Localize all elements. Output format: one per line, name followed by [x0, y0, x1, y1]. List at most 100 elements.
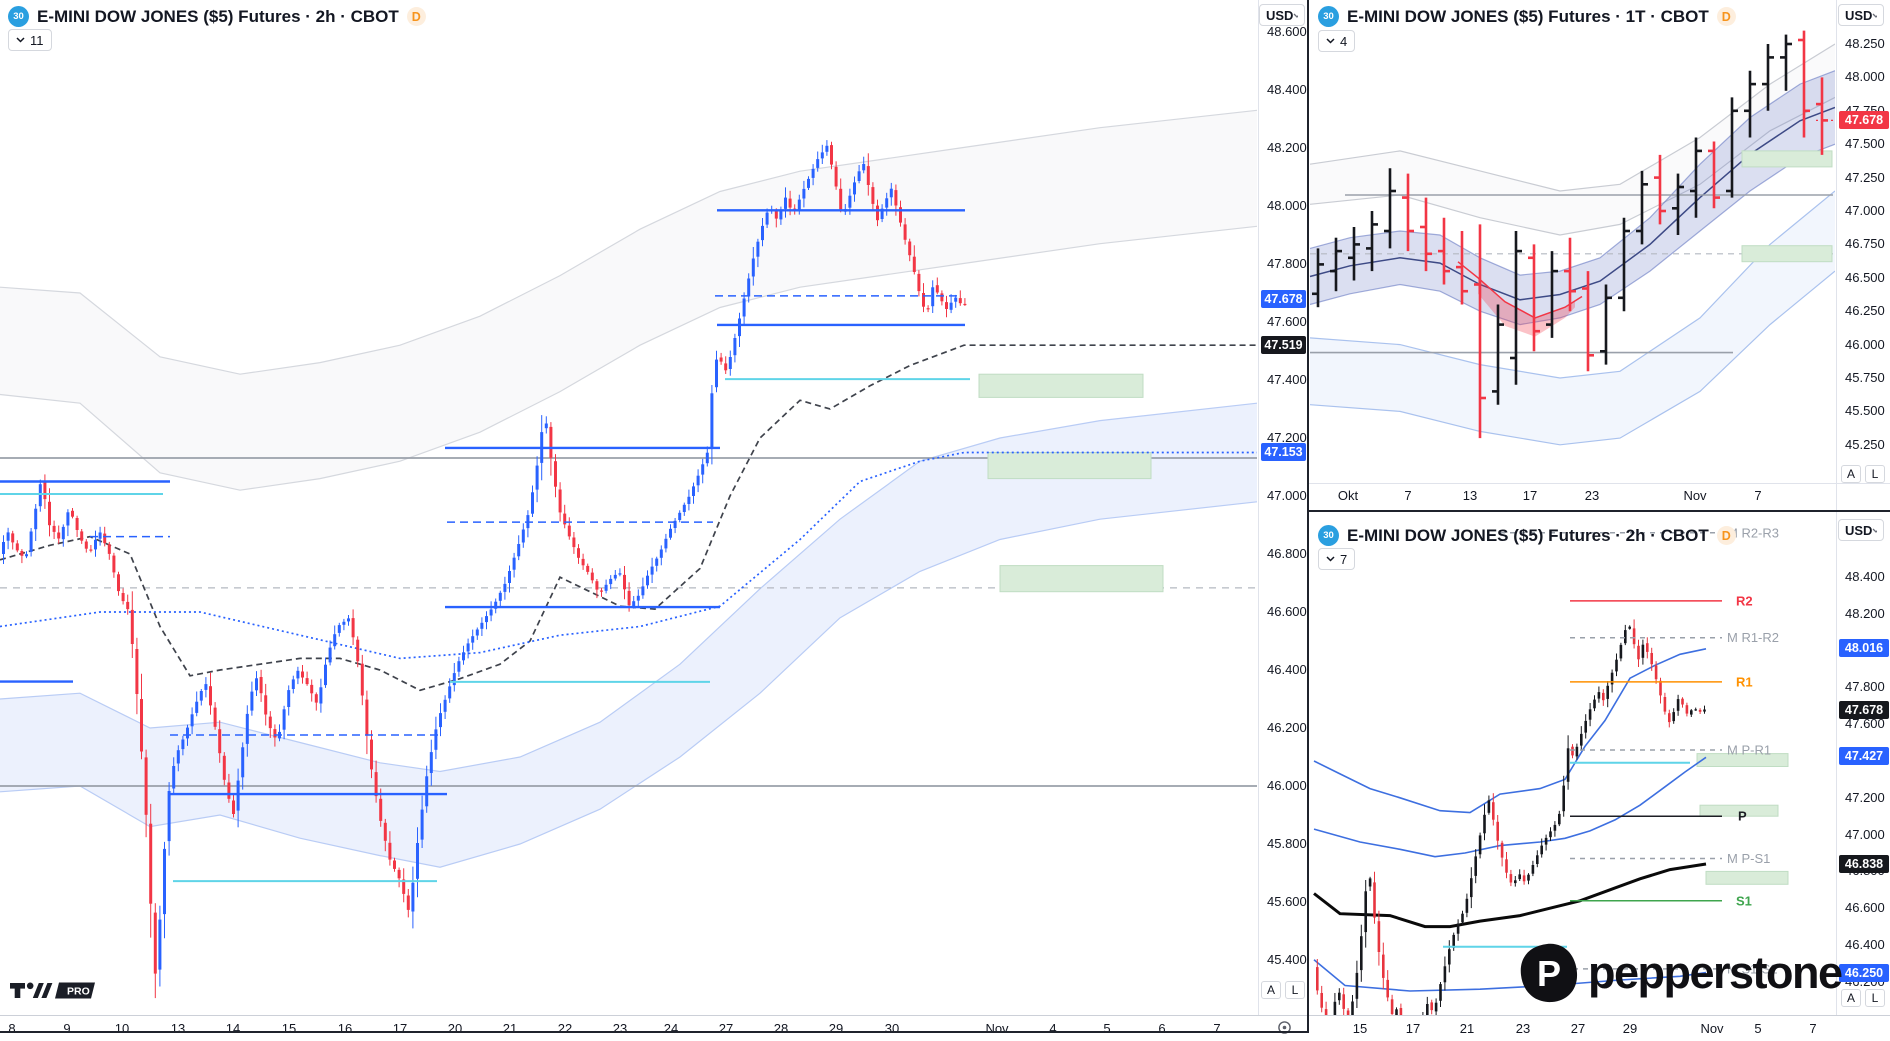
candle-body — [457, 661, 461, 672]
log-scale-button[interactable]: L — [1285, 981, 1305, 999]
candle-body — [333, 634, 337, 647]
price-tick-label: 45.500 — [1845, 403, 1885, 419]
candle-body — [705, 452, 709, 464]
daily-chart-canvas[interactable] — [1309, 0, 1835, 483]
auto-scale-button[interactable]: A — [1841, 989, 1861, 1007]
candle-body — [462, 652, 465, 661]
candle-body — [11, 533, 15, 543]
pivot-currency-dropdown[interactable]: USD — [1838, 519, 1884, 541]
supply-demand-zone-box[interactable] — [1699, 804, 1779, 817]
daily-chart-title[interactable]: E-MINI DOW JONES ($5) Futures · 1T · CBO… — [1347, 6, 1709, 26]
candle-body — [195, 701, 199, 713]
pepperstone-wordmark: pepperstone — [1588, 947, 1843, 998]
candle-body — [1580, 733, 1583, 746]
mid-band — [1310, 70, 1835, 325]
candle-body — [1426, 1004, 1429, 1015]
candle-body — [807, 178, 810, 188]
candle-body — [1654, 665, 1658, 680]
candle-body — [1694, 709, 1697, 711]
candle-body — [1606, 685, 1609, 699]
left-legend-toggle[interactable]: 11 — [8, 29, 52, 51]
candle-body — [245, 713, 249, 744]
pivot-2h-chart-canvas[interactable]: M R2-R3 R2 M R1-R2 R1 M P-R1 P M P-S1 S1 M S1-S2 — [1309, 513, 1835, 1015]
candle-body — [1368, 878, 1372, 887]
pivot-chart-title[interactable]: E-MINI DOW JONES ($5) Futures · 2h · CBO… — [1347, 525, 1709, 545]
time-axis-label: 22 — [557, 1021, 573, 1036]
bottom-time-axis[interactable]: 8 9 10 13 14 15 16 17 20 21 22 23 24 27 28 29 30 Nov 4 5 6 7 1… — [0, 1015, 1890, 1041]
tradingview-logo[interactable]: PRO — [10, 979, 96, 1006]
price-tick-label: 47.250 — [1845, 169, 1885, 185]
supply-demand-zone-box[interactable] — [1741, 150, 1833, 168]
price-tick-label: 47.800 — [1845, 679, 1885, 695]
chevron-down-icon — [16, 37, 25, 43]
right-price-axis[interactable]: 48.250 48.000 47.750 47.500 47.250 47.000 46.7… — [1836, 0, 1890, 1015]
candle-body — [1703, 709, 1706, 712]
time-axis-label: 28 — [773, 1021, 789, 1036]
candle-body — [627, 590, 631, 606]
supply-demand-zone-box[interactable] — [999, 565, 1164, 593]
price-tick-label: 46.500 — [1845, 269, 1885, 285]
candle-body — [632, 601, 636, 606]
auto-scale-button[interactable]: A — [1261, 981, 1281, 999]
blue-dotted-ma — [0, 451, 1257, 660]
candle-body — [1360, 936, 1363, 971]
candle-body — [411, 882, 415, 912]
pane-divider-horizontal[interactable] — [1309, 510, 1890, 512]
candle-body — [1628, 626, 1631, 629]
candle-body — [1439, 984, 1442, 1001]
left-price-axis[interactable]: 48.600 48.400 48.200 48.000 47.800 47.600 47.4… — [1258, 0, 1308, 1015]
left-chart-title[interactable]: E-MINI DOW JONES ($5) Futures · 2h · CBO… — [37, 6, 399, 26]
log-scale-button[interactable]: L — [1865, 465, 1885, 483]
candle-body — [434, 729, 438, 750]
candle-body — [356, 639, 360, 662]
supply-demand-zone-box[interactable] — [1696, 753, 1789, 768]
log-scale-button[interactable]: L — [1865, 989, 1885, 1007]
candle-body — [6, 532, 10, 541]
candle-body — [701, 464, 705, 475]
pivot-chart-header: 30 E-MINI DOW JONES ($5) Futures · 2h · … — [1318, 525, 1736, 546]
supply-demand-zone-box[interactable] — [1705, 870, 1789, 885]
candle-body — [590, 572, 594, 581]
candle-body — [512, 557, 516, 570]
left-2h-chart-canvas[interactable] — [0, 0, 1257, 1015]
candle-body — [784, 197, 787, 209]
left-currency-dropdown[interactable]: USD — [1259, 4, 1305, 26]
time-axis-label: 17 — [1522, 488, 1538, 503]
supply-demand-zone-box[interactable] — [978, 373, 1144, 398]
gear-icon[interactable] — [1276, 1019, 1293, 1036]
pane-divider-vertical[interactable] — [1307, 0, 1309, 1033]
candle-body — [416, 843, 419, 879]
gray-upper — [1309, 43, 1835, 192]
price-tick-label: 46.250 — [1845, 303, 1885, 319]
candle-body — [420, 809, 424, 840]
pivot-legend-toggle[interactable]: 7 — [1318, 548, 1356, 570]
supply-demand-zone-box[interactable] — [1741, 245, 1833, 263]
price-tick-label: 47.600 — [1845, 716, 1885, 732]
candle-body — [75, 518, 79, 530]
price-tick-label: 46.600 — [1845, 900, 1885, 916]
candle-body — [130, 609, 134, 644]
candle-body — [1456, 923, 1460, 934]
daily-legend-toggle[interactable]: 4 — [1318, 30, 1356, 52]
candle-body — [1536, 855, 1539, 864]
candle-body — [1316, 967, 1319, 991]
candle-body — [774, 211, 778, 219]
time-axis-label: Okt — [1337, 488, 1359, 503]
candle-body — [1597, 692, 1601, 699]
daily-timeaxis-border — [1309, 483, 1890, 484]
candle-body — [618, 573, 622, 575]
candle-body — [379, 798, 383, 821]
daily-currency-dropdown[interactable]: USD — [1838, 4, 1884, 26]
candle-body — [66, 512, 70, 526]
candle-body — [600, 590, 603, 592]
interval-d-badge: D — [1716, 526, 1736, 545]
candle-body — [1575, 746, 1579, 757]
vwap-upper-band-line — [1313, 648, 1707, 814]
daily-time-axis[interactable]: Okt 7 13 17 23 Nov 7 — [1309, 484, 1835, 510]
auto-scale-button[interactable]: A — [1841, 465, 1861, 483]
price-tick-label: 46.000 — [1267, 778, 1307, 793]
candle-body — [931, 287, 935, 307]
candle-body — [1558, 813, 1561, 825]
supply-demand-zone-box[interactable] — [987, 452, 1152, 480]
time-axis-label: 17 — [392, 1021, 408, 1036]
